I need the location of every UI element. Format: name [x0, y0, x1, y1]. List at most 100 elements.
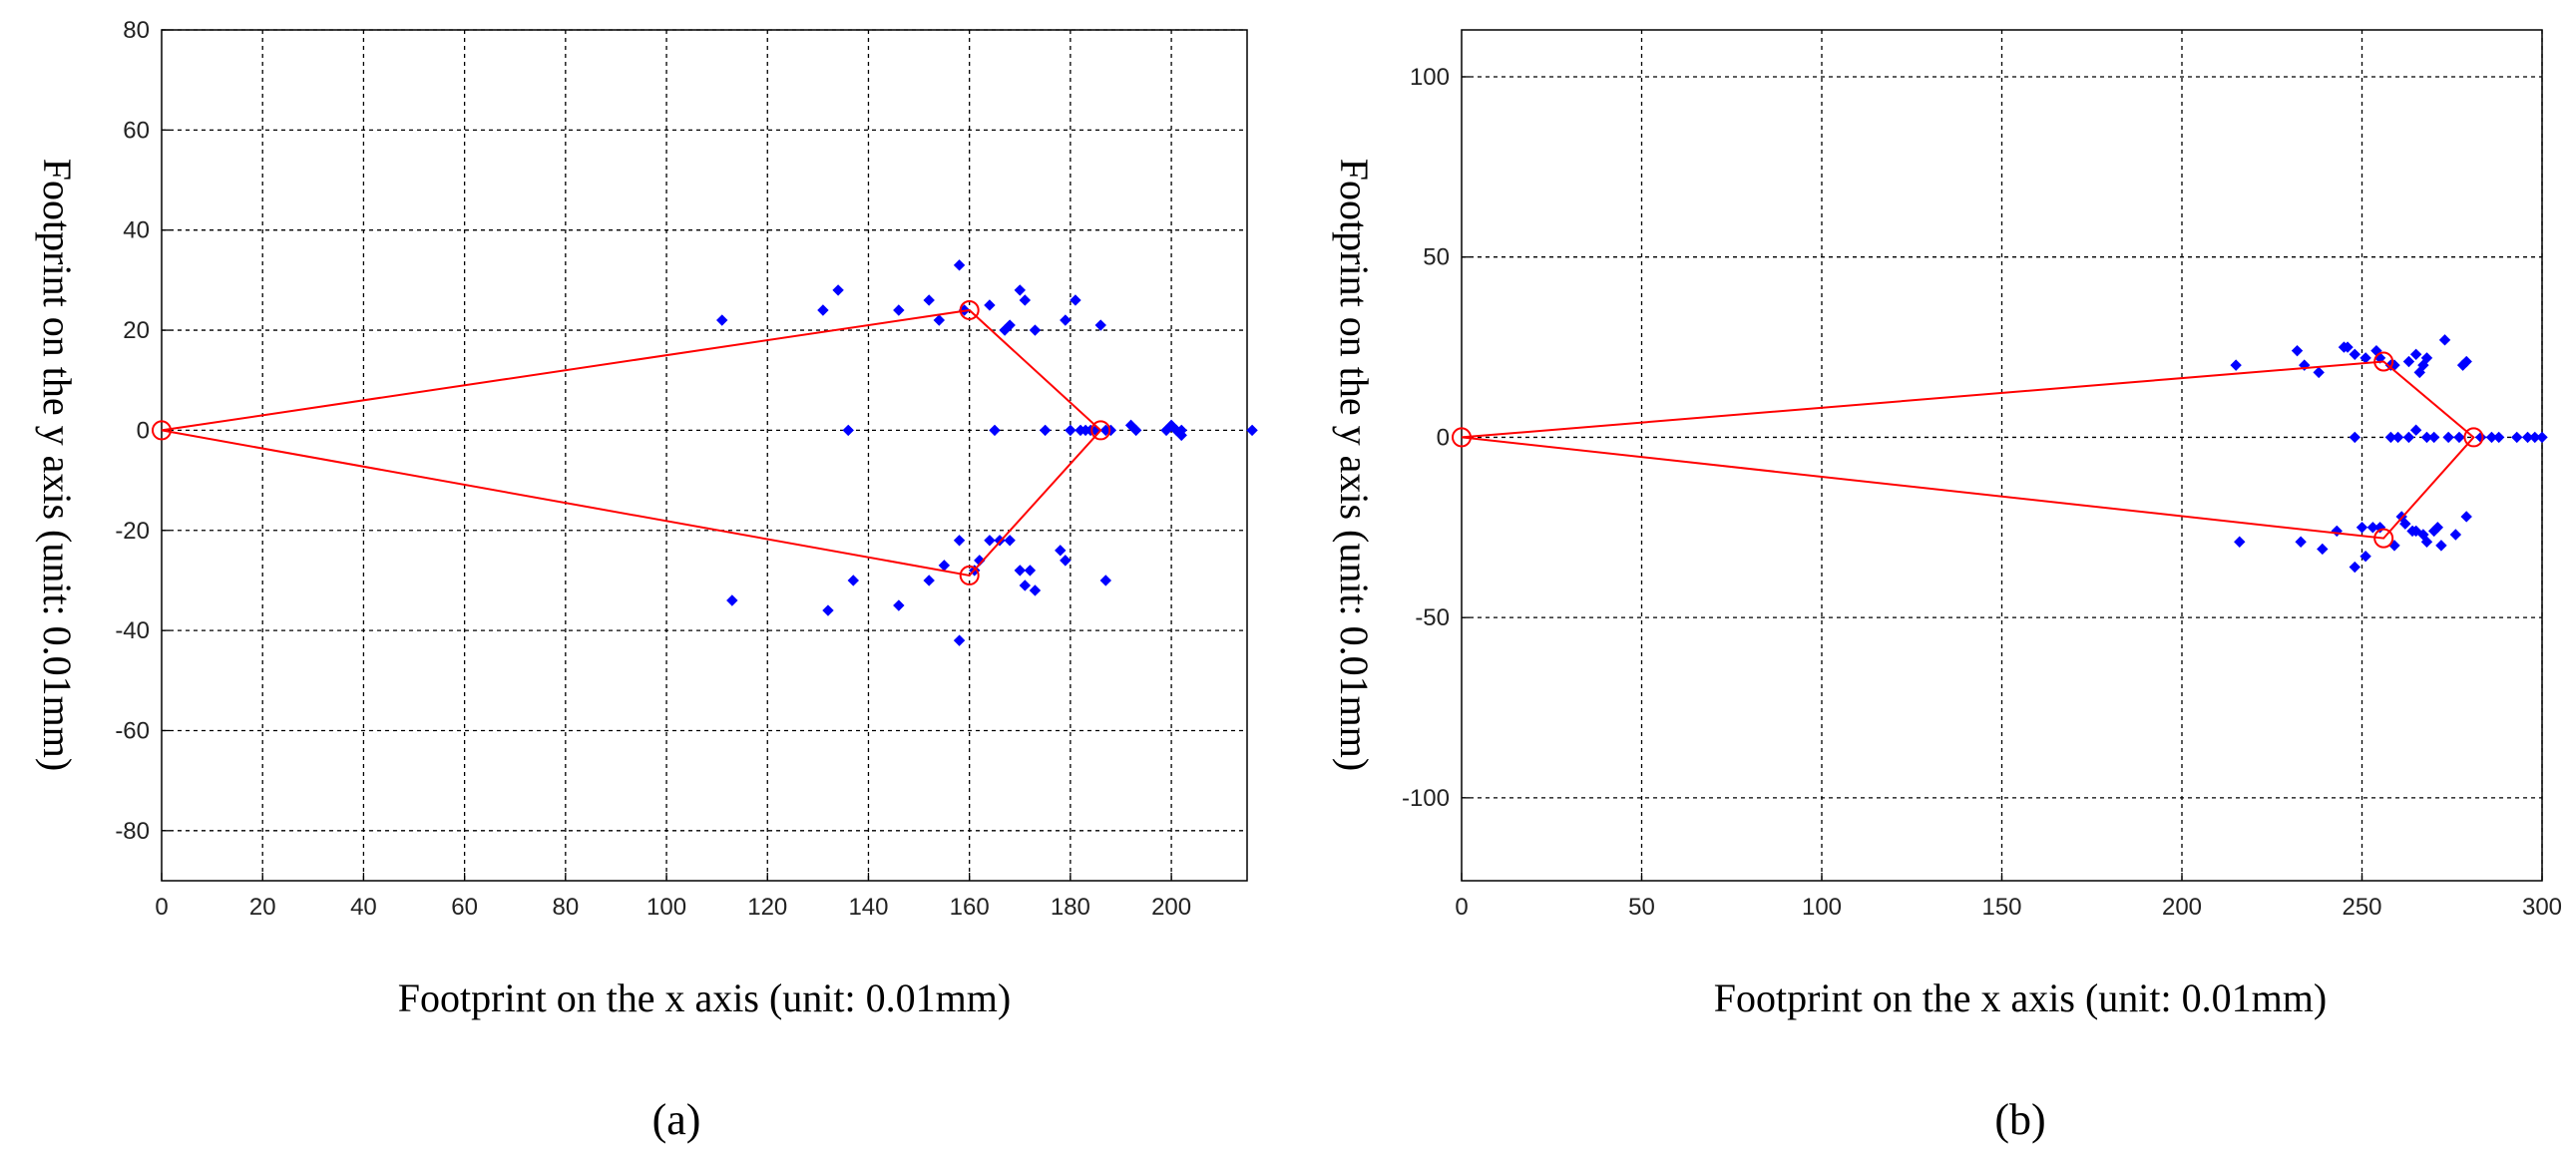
scatter-point — [1014, 284, 1026, 296]
gridlines-a — [162, 29, 1247, 881]
scatter-point — [1070, 294, 1081, 306]
scatter-point — [832, 284, 844, 296]
x-tick-label: 120 — [747, 894, 787, 921]
scatter-point — [2317, 543, 2329, 556]
outline-vertex — [959, 299, 980, 320]
scatter-point — [2349, 348, 2361, 361]
scatter-point — [1060, 555, 1072, 567]
y-tick-label: 20 — [123, 317, 150, 344]
scatter-point — [2409, 525, 2422, 538]
outline-line — [161, 308, 1102, 578]
scatter-point — [989, 424, 1001, 437]
scatter-point — [2413, 366, 2425, 379]
y-tick-label: 0 — [137, 417, 150, 444]
scatter-point — [2349, 561, 2361, 574]
scatter-point — [953, 535, 966, 547]
panel-label-b: (b) — [1994, 1095, 2045, 1144]
scatter-point — [923, 575, 935, 586]
plot-area-a — [162, 30, 1247, 881]
scatter-point — [2442, 431, 2454, 444]
y-tick-label: 80 — [123, 17, 150, 44]
x-tick-label: 40 — [350, 894, 377, 921]
y-tick-label: 50 — [1423, 244, 1450, 271]
outline-vertex — [959, 565, 980, 585]
y-axis-title-b: Footprint on the y axis (unit: 0.01mm) — [1332, 159, 1377, 771]
outline-vertex — [2463, 427, 2484, 448]
x-axis-title-a: Footprint on the x axis (unit: 0.01mm) — [398, 975, 1011, 1020]
x-tick-label: 150 — [1981, 894, 2021, 921]
scatter-point — [2536, 431, 2548, 444]
x-tick-label: 250 — [2342, 894, 2381, 921]
scatter-point — [1060, 314, 1072, 326]
y-tick-label: -100 — [1402, 785, 1450, 812]
y-tick-label: -40 — [115, 617, 150, 644]
x-tick-label: 100 — [1802, 894, 1842, 921]
scatter-point — [2234, 536, 2246, 548]
y-tick-labels-b: 100 50 0 -50 -100 — [1402, 64, 1470, 812]
x-tick-label: 200 — [2162, 894, 2202, 921]
scatter-point — [1065, 424, 1076, 437]
scatter-point — [2460, 355, 2472, 368]
y-tick-label: 60 — [123, 117, 150, 144]
scatter-point — [1004, 319, 1016, 331]
y-tick-label: -20 — [115, 518, 150, 545]
x-tick-label: 80 — [552, 894, 579, 921]
scatter-point — [2356, 522, 2368, 534]
scatter-point — [1104, 424, 1117, 437]
scatter-point — [2402, 431, 2415, 444]
scatter-point — [1055, 545, 1067, 557]
scatter-point — [2230, 359, 2242, 371]
x-tick-label: 50 — [1628, 894, 1655, 921]
scatter-point — [2409, 348, 2422, 361]
scatter-point — [2342, 341, 2354, 353]
red-outline-series-a — [152, 299, 1111, 585]
scatter-point — [1019, 294, 1032, 306]
scatter-point — [2291, 344, 2304, 357]
x-tick-label: 160 — [950, 894, 990, 921]
chart-panel-b: 100 50 0 -50 -100 0 50 100 150 200 250 300 Footpri… — [1332, 29, 2562, 1144]
scatter-point — [2402, 355, 2415, 368]
y-tick-label: -80 — [115, 818, 150, 845]
scatter-point — [2399, 518, 2411, 530]
scatter-point — [1029, 584, 1042, 596]
scatter-point — [2453, 431, 2465, 444]
y-tick-label: 40 — [123, 217, 150, 244]
scatter-point — [2391, 431, 2404, 444]
scatter-point — [984, 535, 996, 547]
scatter-point — [1246, 424, 1258, 437]
scatter-point — [2492, 431, 2505, 444]
scatter-point — [2313, 366, 2325, 379]
x-tick-label: 200 — [1151, 894, 1191, 921]
outline-vertex — [152, 420, 172, 441]
x-tick-label: 180 — [1051, 894, 1090, 921]
scatter-point — [2435, 540, 2447, 552]
x-tick-label: 100 — [646, 894, 686, 921]
y-tick-label: -50 — [1415, 604, 1450, 631]
x-tick-label: 0 — [155, 894, 168, 921]
scatter-point — [726, 594, 738, 606]
scatter-point — [2420, 352, 2433, 364]
x-axis-title-b: Footprint on the x axis (unit: 0.01mm) — [1714, 975, 2327, 1020]
plot-frame-a — [161, 29, 1248, 882]
scatter-point — [1094, 319, 1106, 331]
scatter-point — [2427, 431, 2440, 444]
y-tick-label: 0 — [1437, 424, 1450, 451]
x-tick-label: 0 — [1455, 894, 1468, 921]
scatter-point — [1024, 565, 1037, 577]
scatter-point — [2409, 424, 2422, 436]
scatter-point — [817, 304, 829, 316]
scatter-point — [1029, 324, 1042, 336]
scatter-point — [933, 314, 946, 326]
outline-vertex — [2373, 351, 2394, 372]
scatter-point — [716, 314, 728, 326]
y-axis-title-a: Footprint on the y axis (unit: 0.01mm) — [35, 159, 80, 771]
x-tick-label: 20 — [249, 894, 276, 921]
outline-line — [1461, 360, 2475, 540]
scatter-point — [822, 604, 834, 616]
x-tick-labels-b: 0 50 100 150 200 250 300 — [1455, 873, 2562, 921]
scatter-point — [2460, 511, 2472, 523]
scatter-point — [1014, 565, 1026, 577]
scatter-point — [953, 259, 966, 271]
